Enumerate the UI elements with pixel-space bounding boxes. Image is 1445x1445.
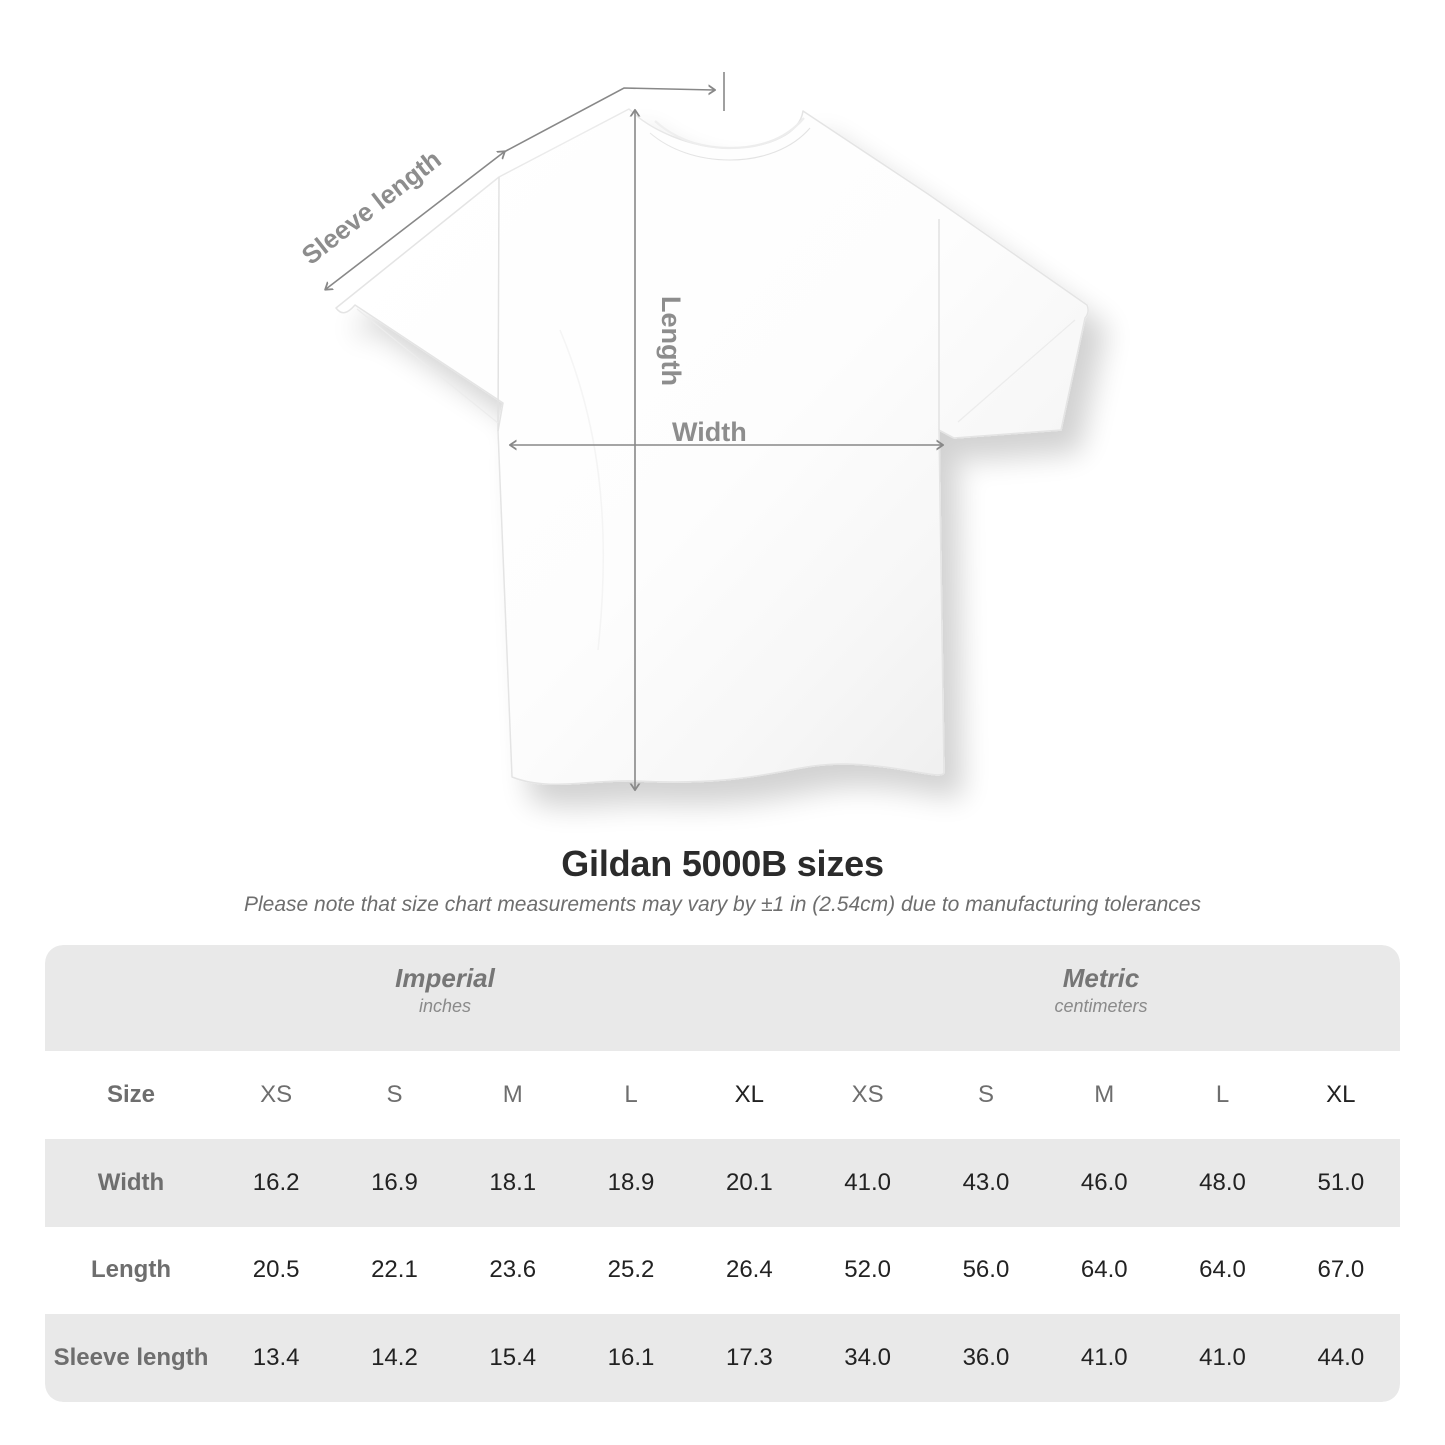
svg-text:Width: Width: [672, 417, 747, 447]
svg-text:Length: Length: [656, 296, 686, 386]
